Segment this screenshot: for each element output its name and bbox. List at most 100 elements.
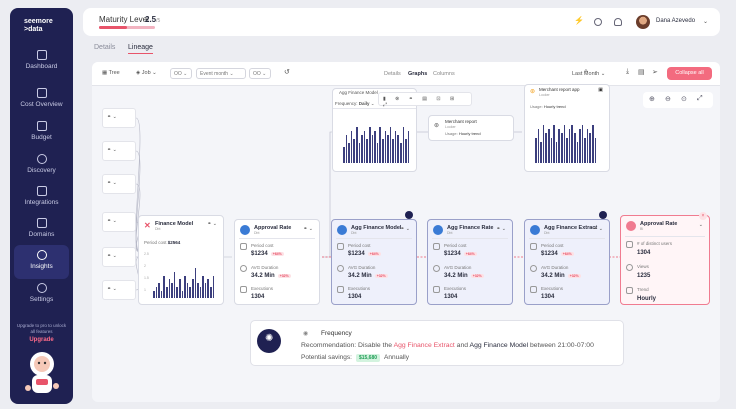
job-filter[interactable]: ◈ Job ⌄ xyxy=(136,70,157,76)
sidebar-item-cost-overview[interactable]: Cost Overview xyxy=(10,88,73,108)
dollar-icon xyxy=(337,243,344,250)
approval-rate-bi-node[interactable]: Approval Rate BI ⌄ # of distinct users 1… xyxy=(620,215,710,305)
users-icon xyxy=(626,241,633,248)
merchant-report-app-node[interactable]: ⊛ Merchant report app Looker ▣ Usage: Ho… xyxy=(524,84,610,172)
collapse-all-button[interactable]: Collapse all xyxy=(667,67,712,80)
event-month-filter[interactable]: Event month ⌄ xyxy=(196,68,246,79)
view-graphs[interactable]: Graphs xyxy=(408,71,428,77)
fit-view-icon[interactable]: ⊙ xyxy=(681,96,687,103)
source-node[interactable]: ⚭ ⌄ xyxy=(102,108,136,128)
node-menu-icon[interactable]: ⚭ ⌄ xyxy=(593,226,603,232)
fullscreen-icon[interactable]: ⤢ xyxy=(697,95,703,102)
distinct-users-value: 1304 xyxy=(637,250,651,256)
node-title: Agg Finance Extract xyxy=(544,225,598,231)
avg-duration-label: AVG Duration xyxy=(541,265,569,270)
sidebar-item-dashboard[interactable]: Dashboard xyxy=(10,50,73,70)
executions-value: 1304 xyxy=(444,294,458,300)
document-icon[interactable]: ▤ xyxy=(638,69,645,76)
merchant-report-node[interactable]: ⊛ Merchant report Looker Usage: Hourly t… xyxy=(428,115,514,141)
bar xyxy=(361,135,363,163)
chevron-down-icon[interactable]: ⌄ xyxy=(698,222,703,228)
user-name[interactable]: Dana Azevedo xyxy=(656,18,696,24)
tree-toggle[interactable]: ▦ Tree xyxy=(102,70,120,76)
executions-value: 1304 xyxy=(348,294,362,300)
node-action-toolbar[interactable]: ▮ ⊗ ⚭ ▤ ⊡ ⊞ ⤢ xyxy=(378,92,472,108)
agg-finance-extract-link[interactable]: Agg Finance Extract xyxy=(393,342,455,349)
divider xyxy=(432,238,508,239)
executions-label: Executions xyxy=(348,286,371,291)
heart-icon[interactable] xyxy=(599,211,607,219)
agg-finance-extract-node[interactable]: Agg Finance Extract Dbt ⚭ ⌄ Period cost $123… xyxy=(524,219,610,305)
bar xyxy=(387,135,389,163)
period-cost-label: Period cost xyxy=(251,243,274,248)
sidebar-item-domains[interactable]: Domains xyxy=(10,218,73,238)
undo-icon[interactable]: ↺ xyxy=(284,69,290,76)
bar xyxy=(350,131,353,163)
bell-icon[interactable] xyxy=(614,18,622,26)
lightning-icon[interactable]: ⚡ xyxy=(574,16,584,25)
users-icon[interactable] xyxy=(594,18,602,26)
bar xyxy=(158,283,160,298)
agg-finance-rate-node[interactable]: Agg Finance Rate Dbt ⚭ ⌄ Period cost $1234 +6… xyxy=(427,219,513,305)
zoom-out-icon[interactable]: ⊖ xyxy=(665,96,671,103)
agg-finance-model-node[interactable]: Agg Finance Model Dbt ⚭ ⌄ Period cost $1234 +… xyxy=(331,219,417,305)
lineage-canvas[interactable]: ▦ Tree ◈ Job ⌄ OO ⌄ Event month ⌄ OO ⌄ ↺… xyxy=(92,62,720,402)
bar xyxy=(540,141,542,163)
filter-chip-1[interactable]: OO ⌄ xyxy=(170,68,192,79)
views-label: Views xyxy=(637,264,649,269)
tab-lineage[interactable]: Lineage xyxy=(128,44,153,54)
sidebar-item-integrations[interactable]: Integrations xyxy=(10,186,73,206)
dollar-icon xyxy=(433,243,440,250)
chevron-down-icon[interactable]: ⌄ xyxy=(703,19,709,25)
bar xyxy=(576,141,579,163)
bar xyxy=(384,131,387,163)
bar xyxy=(153,290,155,298)
bar xyxy=(212,275,215,298)
text-part: and xyxy=(454,342,470,349)
source-node[interactable]: ⚭ ⌄ xyxy=(102,280,136,300)
sidebar-item-settings[interactable]: Settings xyxy=(10,283,73,303)
sidebar-item-label: Insights xyxy=(30,263,53,270)
agg-finance-model-link[interactable]: Agg Finance Model xyxy=(469,342,529,349)
upgrade-link[interactable]: Upgrade xyxy=(29,337,54,343)
close-icon[interactable]: × xyxy=(699,212,707,220)
zoom-in-icon[interactable]: ⊕ xyxy=(649,96,655,103)
send-icon[interactable]: ➢ xyxy=(652,69,658,76)
finance-model-node[interactable]: ✕ Finance Model Dbt ⚭ ⌄ Period cost $256… xyxy=(138,215,224,305)
tree-label: Tree xyxy=(108,70,120,76)
avg-duration-label: AVG Duration xyxy=(348,265,376,270)
download-icon[interactable]: ⤓ xyxy=(626,68,630,75)
search-icon[interactable]: ⌕ xyxy=(584,68,588,75)
approval-rate-node[interactable]: Approval Rate Dbt ⚭ ⌄ Period cost $1234 +64% A… xyxy=(234,219,320,305)
node-menu-icon[interactable]: ▣ xyxy=(598,87,603,93)
period-cost-label: Period cost xyxy=(541,243,564,248)
period-select[interactable]: Last Month ⌄ xyxy=(572,71,606,77)
sidebar-item-budget[interactable]: Budget xyxy=(10,121,73,141)
bar xyxy=(366,139,368,163)
upgrade-text: Upgrade to pro to unlock all features xyxy=(16,323,67,334)
view-columns[interactable]: Columns xyxy=(433,71,455,77)
tab-details[interactable]: Details xyxy=(94,44,116,51)
app-logo[interactable]: seemore >data xyxy=(24,18,53,34)
source-node[interactable]: ⚭ ⌄ xyxy=(102,247,136,267)
avg-duration-row: 34.2 Min +32% xyxy=(251,273,291,279)
node-menu-icon[interactable]: ⚭ ⌄ xyxy=(400,226,410,232)
view-details[interactable]: Details xyxy=(384,71,401,77)
bar xyxy=(579,129,581,163)
filter-chip-2[interactable]: OO ⌄ xyxy=(249,68,271,79)
node-menu-icon[interactable]: ⚭ ⌄ xyxy=(496,226,506,232)
source-node[interactable]: ⚭ ⌄ xyxy=(102,174,136,194)
sidebar-item-discovery[interactable]: Discovery xyxy=(10,154,73,174)
node-menu-icon[interactable]: ⚭ ⌄ xyxy=(207,221,217,227)
source-node[interactable]: ⚭ ⌄ xyxy=(102,212,136,232)
frequency-value[interactable]: Daily xyxy=(358,101,370,106)
source-node[interactable]: ⚭ ⌄ xyxy=(102,141,136,161)
node-menu-icon[interactable]: ⚭ ⌄ xyxy=(303,226,313,232)
recommendation-text: Recommendation: Disable the Agg Finance … xyxy=(301,342,594,349)
sidebar-item-insights[interactable]: Insights xyxy=(14,245,69,279)
bar xyxy=(389,127,392,163)
avatar[interactable] xyxy=(636,15,650,29)
plus-icon[interactable] xyxy=(405,211,413,219)
node-title: Agg Finance Model xyxy=(351,225,402,231)
distinct-users-label: # of distinct users xyxy=(637,241,673,246)
